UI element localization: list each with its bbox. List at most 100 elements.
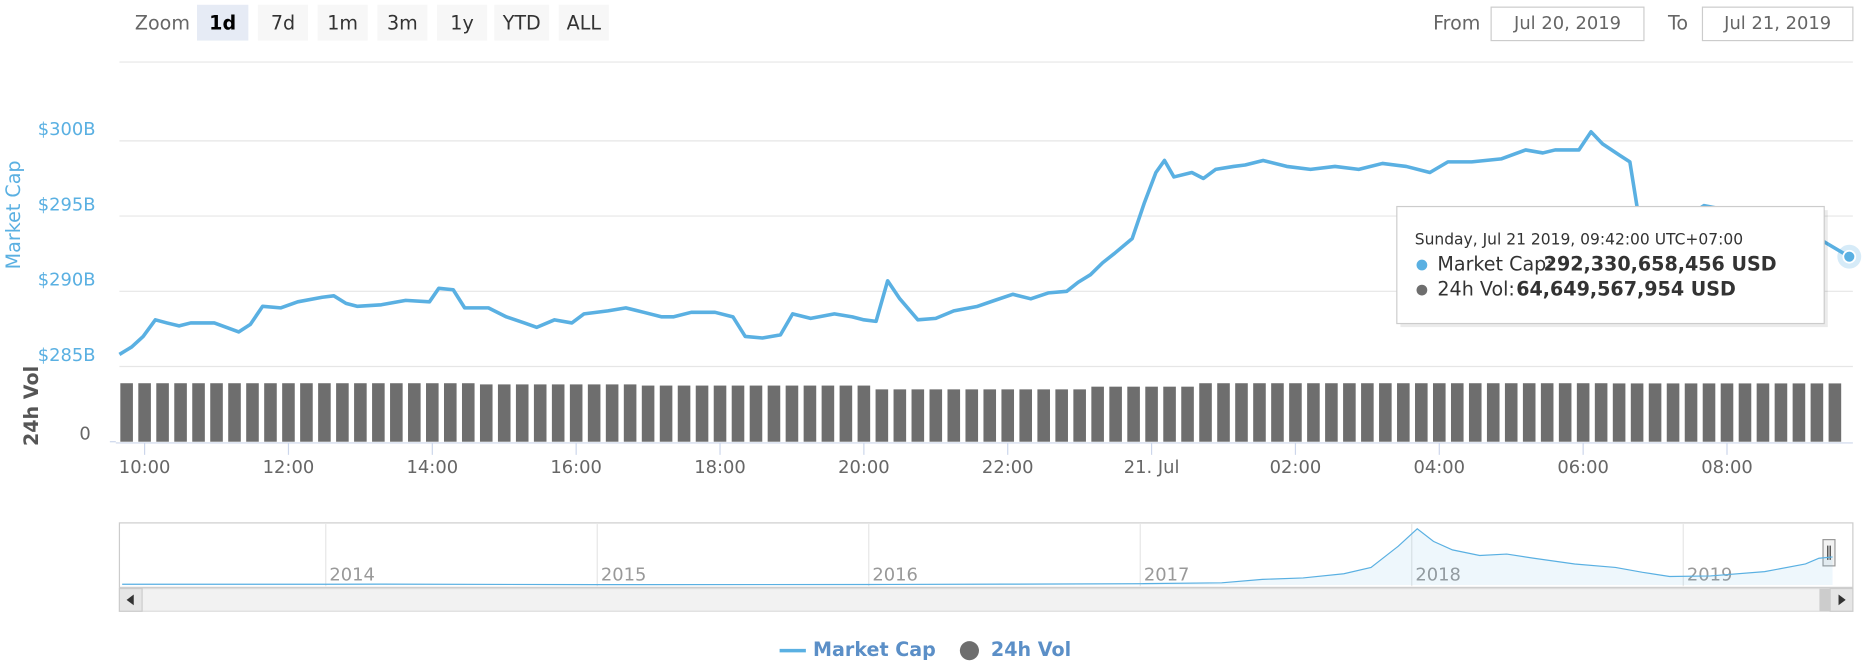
- volume-bar: [1576, 383, 1590, 442]
- volume-bar: [390, 383, 403, 442]
- from-label: From: [1433, 11, 1480, 34]
- zoom-button[interactable]: [377, 4, 428, 41]
- zoom-button[interactable]: [317, 4, 368, 41]
- volume-bar: [372, 383, 385, 442]
- zoom-button-label: 7d: [271, 11, 295, 34]
- volume-bar: [1073, 389, 1086, 442]
- legend-symbol[interactable]: [959, 641, 979, 661]
- volume-bar: [1450, 383, 1464, 442]
- volume-bar: [1109, 386, 1122, 442]
- volume-bar: [677, 385, 691, 442]
- x-tick-label: 21. Jul: [1124, 457, 1180, 478]
- volume-bar: [803, 385, 817, 442]
- volume-bar: [785, 385, 799, 442]
- scrollbar-track[interactable]: [118, 587, 1854, 612]
- x-tick-label: 16:00: [550, 457, 602, 478]
- navigator-outline: [118, 522, 1854, 588]
- volume-bar: [1163, 386, 1176, 442]
- volume-bar: [1522, 383, 1536, 442]
- y2-axis-title: 24h Vol: [20, 366, 43, 446]
- navigator-handle[interactable]: [1822, 539, 1836, 567]
- zoom-button[interactable]: [558, 4, 609, 41]
- navigator-tick-label: 2019: [1687, 564, 1733, 585]
- volume-bar: [821, 385, 835, 442]
- volume-bar: [408, 383, 421, 442]
- volume-bar: [1630, 383, 1644, 442]
- x-tick-label: 06:00: [1557, 457, 1609, 478]
- volume-bar: [1684, 383, 1698, 442]
- tooltip-label: Market Cap:: [1437, 253, 1552, 276]
- volume-bar: [1217, 383, 1230, 442]
- volume-bar: [120, 383, 133, 442]
- tooltip-title: Sunday, Jul 21 2019, 09:42:00 UTC+07:00: [1415, 230, 1743, 248]
- volume-bar: [336, 383, 349, 442]
- volume-bar: [1037, 389, 1050, 442]
- volume-bar: [1558, 383, 1572, 442]
- volume-bar: [426, 383, 439, 442]
- to-label: To: [1667, 11, 1688, 34]
- zoom-button[interactable]: [197, 4, 249, 41]
- y-axis-title: Market Cap: [2, 160, 25, 269]
- volume-bar: [1379, 383, 1392, 442]
- market-cap-line: [118, 130, 1851, 356]
- zoom-button[interactable]: [257, 4, 309, 41]
- volume-bar: [1468, 383, 1482, 442]
- y2-tick-label: 0: [79, 424, 90, 445]
- zoom-button[interactable]: [494, 4, 550, 41]
- volume-bar: [1055, 389, 1068, 442]
- volume-bar: [318, 383, 331, 442]
- navigator-tick-label: 2015: [601, 564, 647, 585]
- scroll-right-arrow: [1838, 594, 1846, 606]
- volume-bar: [1810, 383, 1824, 442]
- volume-bar: [461, 383, 475, 442]
- volume-bar: [1540, 383, 1554, 442]
- volume-bar: [749, 385, 763, 442]
- x-tick-label: 12:00: [263, 457, 315, 478]
- x-tick-label: 22:00: [982, 457, 1034, 478]
- volume-bar: [264, 383, 277, 442]
- volume-bar: [713, 385, 727, 442]
- x-tick-label: 14:00: [407, 457, 459, 478]
- volume-bar: [695, 385, 709, 442]
- zoom-button-label: 1d: [209, 11, 236, 34]
- volume-bar: [1253, 383, 1266, 442]
- zoom-button-label: 3m: [387, 11, 418, 34]
- volume-bar: [1001, 389, 1015, 442]
- navigator-area: [122, 528, 1833, 585]
- volume-bar: [929, 389, 943, 442]
- to-input[interactable]: [1701, 6, 1854, 42]
- volume-bar: [1343, 383, 1356, 442]
- volume-bar: [569, 384, 583, 442]
- x-tick-label: 02:00: [1270, 457, 1322, 478]
- volume-bar: [983, 389, 997, 442]
- to-date: Jul 21, 2019: [1723, 13, 1831, 34]
- tooltip-box: [1396, 205, 1825, 325]
- volume-bar: [1648, 383, 1662, 442]
- from-input[interactable]: [1490, 6, 1645, 42]
- y-tick-label: $295B: [38, 194, 96, 215]
- volume-bar: [497, 384, 511, 442]
- volume-bar: [839, 385, 853, 442]
- hover-point: [1842, 249, 1857, 264]
- x-tick-label: 04:00: [1414, 457, 1466, 478]
- y-tick-label: $285B: [38, 345, 96, 366]
- tooltip-dot: [1416, 259, 1428, 271]
- legend-label[interactable]: Market Cap: [813, 638, 936, 661]
- tooltip-value: 292,330,658,456 USD: [1544, 253, 1777, 276]
- legend-label[interactable]: 24h Vol: [991, 638, 1071, 661]
- volume-bar: [1756, 383, 1770, 442]
- x-tick-label: 18:00: [694, 457, 746, 478]
- volume-bar: [893, 389, 907, 442]
- volume-bar: [1361, 383, 1374, 442]
- volume-bar: [947, 389, 961, 442]
- zoom-button[interactable]: [436, 4, 488, 41]
- zoom-button-label: YTD: [502, 11, 541, 34]
- volume-bar: [1504, 383, 1518, 442]
- volume-bar: [210, 383, 223, 442]
- volume-bar: [1828, 383, 1842, 442]
- zoom-button-label: 1y: [450, 11, 473, 34]
- tooltip-label: 24h Vol:: [1437, 278, 1514, 301]
- volume-bar: [228, 383, 241, 442]
